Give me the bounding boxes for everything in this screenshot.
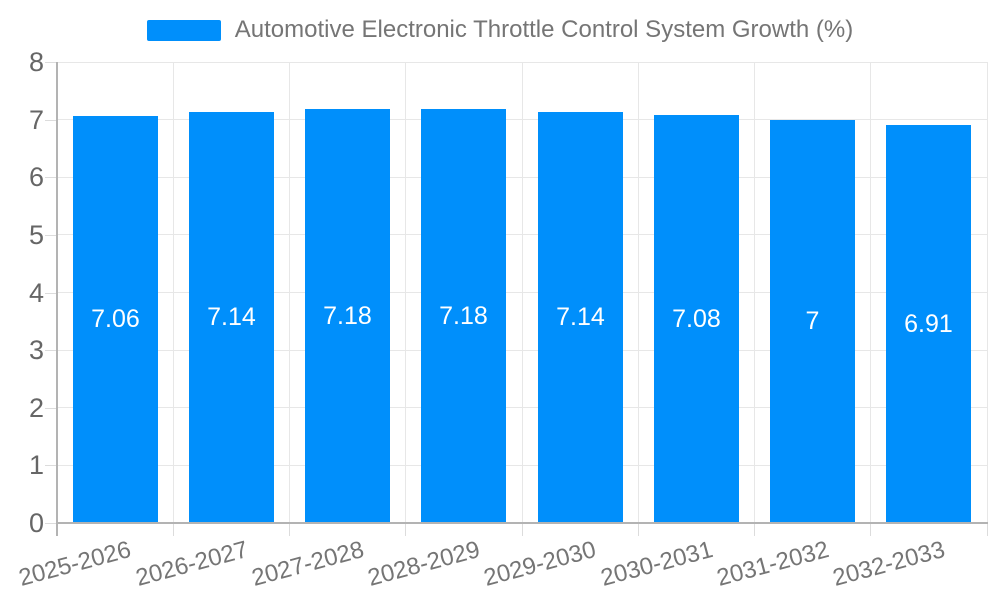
y-axis-tick bbox=[45, 407, 57, 409]
bar-value-label: 7.18 bbox=[323, 301, 372, 330]
bar-value-label: 7.14 bbox=[556, 303, 605, 331]
bar-2028-2029[interactable]: 7.18 bbox=[421, 109, 506, 523]
y-axis-label: 4 bbox=[28, 277, 44, 308]
y-axis-tick bbox=[45, 234, 57, 236]
y-axis-label: 1 bbox=[28, 450, 44, 481]
x-axis-label-2032-2033: 2032-2033 bbox=[830, 536, 948, 592]
x-axis-tick bbox=[289, 524, 290, 536]
x-axis-tick bbox=[172, 524, 174, 536]
x-axis-label-2031-2032: 2031-2032 bbox=[713, 536, 832, 592]
y-axis-tick bbox=[45, 465, 57, 467]
x-axis-line bbox=[56, 522, 988, 524]
x-axis-label-2029-2030: 2029-2030 bbox=[481, 536, 600, 592]
y-axis-label: 7 bbox=[28, 104, 44, 135]
bar-value-label: 7.18 bbox=[439, 301, 488, 330]
bar-2031-2032[interactable]: 7 bbox=[770, 120, 855, 523]
legend-swatch bbox=[146, 19, 221, 41]
v-gridline bbox=[754, 62, 755, 523]
x-axis-label-2026-2027: 2026-2027 bbox=[132, 536, 251, 592]
y-axis-label: 5 bbox=[28, 219, 44, 250]
v-gridline bbox=[521, 62, 523, 523]
bar-2029-2030[interactable]: 7.14 bbox=[538, 112, 623, 523]
v-gridline bbox=[172, 62, 174, 523]
y-axis-label: 3 bbox=[28, 335, 44, 366]
legend-label: Automotive Electronic Throttle Control S… bbox=[234, 16, 854, 43]
bar-2030-2031[interactable]: 7.08 bbox=[654, 115, 739, 523]
y-axis-line bbox=[56, 62, 58, 536]
x-axis-tick bbox=[405, 524, 407, 536]
bar-value-label: 7 bbox=[805, 307, 820, 335]
y-axis-label: 8 bbox=[28, 47, 44, 77]
bar-value-label: 6.91 bbox=[904, 309, 953, 338]
x-axis-tick bbox=[754, 524, 755, 536]
bar-value-label: 7.14 bbox=[207, 303, 256, 331]
y-axis-tick bbox=[45, 62, 57, 63]
y-axis-label: 0 bbox=[28, 508, 44, 538]
y-axis-tick bbox=[45, 292, 57, 294]
bar-2025-2026[interactable]: 7.06 bbox=[73, 116, 158, 523]
v-gridline bbox=[986, 62, 988, 523]
v-gridline bbox=[405, 62, 407, 523]
x-axis-tick bbox=[986, 524, 988, 536]
x-axis-label-2025-2026: 2025-2026 bbox=[16, 536, 135, 592]
x-axis-tick bbox=[870, 524, 872, 536]
x-axis-tick bbox=[521, 524, 523, 536]
y-axis-label: 6 bbox=[28, 162, 44, 193]
v-gridline bbox=[637, 62, 639, 523]
bar-value-label: 7.08 bbox=[672, 304, 721, 333]
y-axis-tick bbox=[45, 119, 57, 121]
v-gridline bbox=[289, 62, 290, 523]
x-axis-label-2028-2029: 2028-2029 bbox=[365, 536, 483, 592]
x-axis-label-2027-2028: 2027-2028 bbox=[248, 536, 367, 592]
v-gridline bbox=[870, 62, 872, 523]
y-axis-tick bbox=[45, 177, 57, 179]
bar-2032-2033[interactable]: 6.91 bbox=[886, 125, 971, 523]
x-axis-tick bbox=[637, 524, 639, 536]
y-axis-tick bbox=[45, 350, 57, 352]
y-axis-tick bbox=[45, 523, 57, 524]
bar-value-label: 7.06 bbox=[91, 305, 140, 333]
bar-2027-2028[interactable]: 7.18 bbox=[305, 109, 390, 523]
plot-area: 7.06 7.14 7.18 7.18 7.14 7.08 7 6.91 bbox=[57, 61, 988, 523]
y-axis-label: 2 bbox=[28, 392, 44, 423]
bar-2026-2027[interactable]: 7.14 bbox=[189, 112, 274, 523]
chart-legend[interactable]: Automotive Electronic Throttle Control S… bbox=[0, 16, 1000, 44]
x-axis-label-2030-2031: 2030-2031 bbox=[597, 536, 716, 592]
